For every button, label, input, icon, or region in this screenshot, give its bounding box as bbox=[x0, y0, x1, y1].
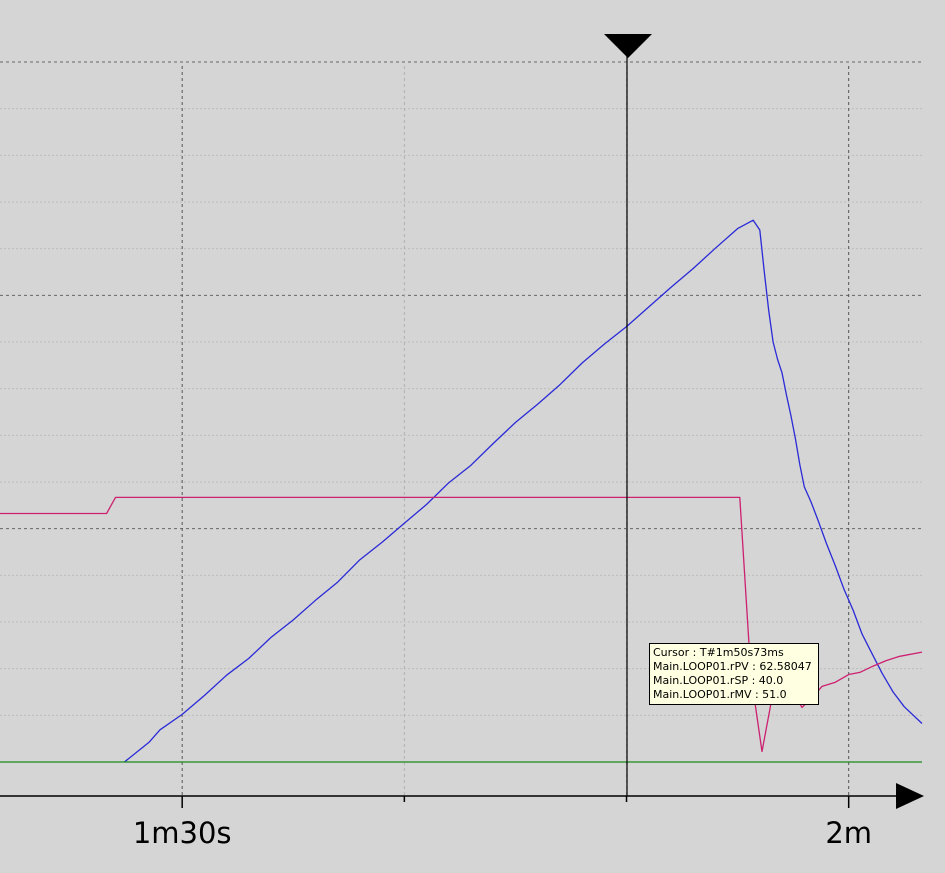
time-cursor[interactable] bbox=[604, 34, 652, 796]
tooltip-pv-value: Main.LOOP01.rPV : 62.58047 bbox=[653, 660, 812, 673]
series-line-rpv bbox=[123, 219, 923, 763]
cursor-tooltip: Cursor : T#1m50s73ms Main.LOOP01.rPV : 6… bbox=[649, 643, 819, 705]
cursor-handle-icon[interactable] bbox=[604, 34, 652, 58]
x-tick-label: 1m30s bbox=[133, 816, 232, 850]
grid bbox=[0, 61, 922, 796]
series-line-rsp bbox=[0, 496, 923, 753]
tooltip-cursor-time: Cursor : T#1m50s73ms bbox=[653, 646, 784, 659]
x-axis-arrow-icon bbox=[896, 783, 924, 809]
series-lines bbox=[0, 219, 923, 763]
x-tick-label: 2m bbox=[825, 816, 872, 850]
x-axis: 1m30s 2m bbox=[0, 783, 924, 850]
tooltip-mv-value: Main.LOOP01.rMV : 51.0 bbox=[653, 688, 787, 701]
tooltip-sp-value: Main.LOOP01.rSP : 40.0 bbox=[653, 674, 784, 687]
